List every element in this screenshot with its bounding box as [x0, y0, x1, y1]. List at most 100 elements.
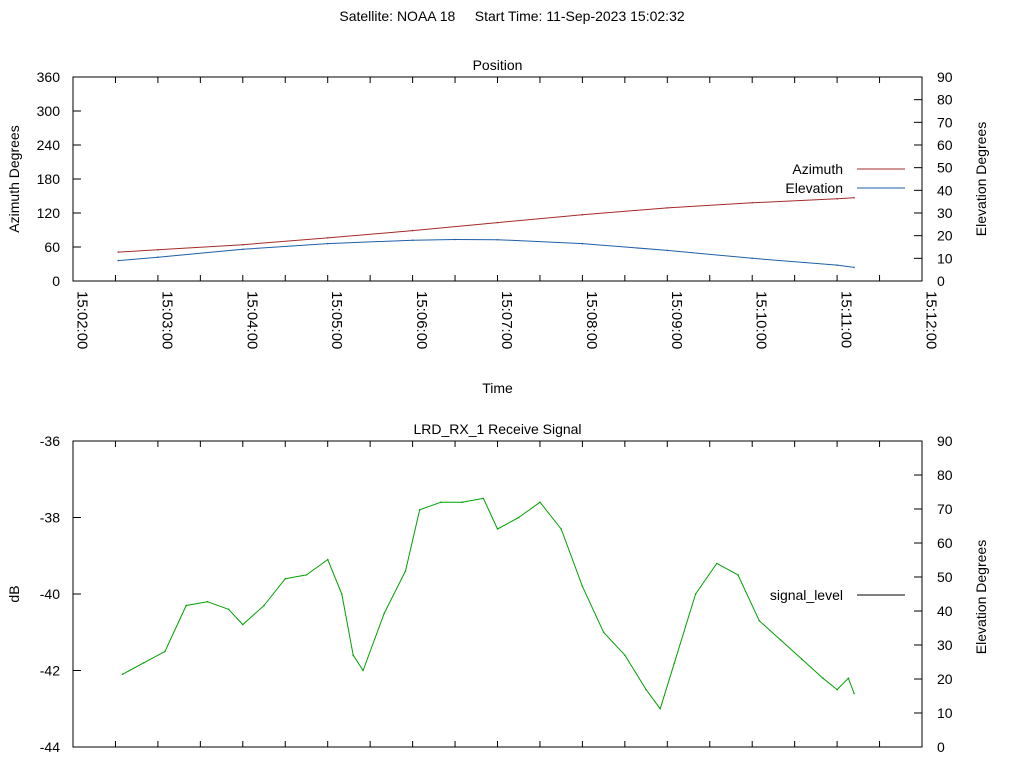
chart2-signal-level-point — [853, 692, 855, 695]
chart1-y-tick-label: 180 — [37, 171, 61, 187]
chart1-x-tick-label: 15:07:00 — [498, 291, 515, 349]
chart2-signal-level-point — [645, 688, 647, 691]
chart1-title: Position — [473, 57, 523, 73]
chart2-y2-tick-label: 0 — [937, 739, 945, 755]
chart2-signal-level-point — [737, 574, 739, 576]
chart2-signal-level-point — [352, 654, 354, 656]
chart1-legend-label: Azimuth — [792, 161, 843, 177]
chart2-signal-level-point — [284, 577, 287, 580]
chart2-y-tick-label: -36 — [40, 433, 60, 449]
chart2-signal-level-point — [461, 501, 463, 504]
chart1-y2-tick-label: 30 — [937, 205, 953, 221]
chart1-y-tick-label: 0 — [52, 273, 60, 289]
chart2-signal-level-point — [383, 612, 386, 614]
chart1-elevation-point — [836, 264, 838, 266]
chart2-y2-tick-label: 60 — [937, 535, 953, 551]
chart2-signal-level-point — [779, 639, 782, 641]
chart1-x-tick-label: 15:12:00 — [923, 291, 940, 349]
figure-heading: Satellite: NOAA 18 Start Time: 11-Sep-20… — [0, 8, 1024, 24]
chart1-azimuth-point — [666, 207, 669, 209]
chart1-elevation-point — [853, 266, 855, 269]
chart1-elevation-point — [496, 238, 499, 241]
chart2-signal-level-point — [581, 585, 584, 588]
chart1-y2-tick-label: 40 — [937, 182, 953, 198]
chart1-elevation-point — [666, 249, 669, 252]
chart1-azimuth-point — [242, 243, 244, 246]
chart1-y-tick-label: 300 — [37, 103, 61, 119]
chart1-elevation-point — [157, 256, 159, 259]
chart1-x-tick-label: 15:02:00 — [74, 291, 91, 349]
satellite-label: Satellite: NOAA 18 — [339, 8, 456, 24]
chart2-signal-level-point — [418, 509, 421, 511]
chart1-y2-axis-label: Elevation Degrees — [973, 122, 989, 236]
chart2-title: LRD_RX_1 Receive Signal — [413, 421, 581, 437]
chart1-elevation-point — [581, 242, 584, 245]
chart1-elevation-point — [242, 248, 244, 251]
chart2-signal-level-point — [847, 677, 850, 679]
chart2-signal-level-point — [716, 562, 718, 565]
chart2-y-tick-label: -44 — [40, 739, 60, 755]
chart2-signal-level-point — [440, 501, 442, 504]
chart2-signal-level-point — [404, 570, 407, 572]
chart1-elevation-point — [454, 238, 456, 241]
chart2-y2-tick-label: 40 — [937, 603, 953, 619]
start-time-label: Start Time: 11-Sep-2023 15:02:32 — [474, 8, 685, 24]
chart1-x-axis-label: Time — [482, 380, 513, 396]
chart2-signal-level-point — [758, 619, 761, 622]
chart2-signal-level-point — [539, 501, 541, 504]
chart1-y2-tick-label: 20 — [937, 228, 953, 244]
chart1-azimuth-point — [411, 229, 414, 232]
chart1-elevation-point — [117, 259, 120, 262]
chart1-x-tick-label: 15:06:00 — [413, 291, 430, 349]
chart2-signal-level-point — [142, 662, 145, 664]
chart2-legend-label: signal_level — [770, 587, 843, 603]
chart1-y-tick-label: 120 — [37, 205, 61, 221]
chart1-x-tick-label: 15:08:00 — [583, 291, 600, 349]
chart1-azimuth-point — [836, 198, 838, 200]
chart1-elevation-point — [326, 242, 329, 245]
chart2-signal-level-point — [482, 497, 485, 500]
chart1-azimuth-point — [496, 221, 499, 224]
chart2-signal-level-point — [624, 654, 626, 656]
chart2-y-axis-label: dB — [6, 585, 22, 602]
chart2-series-signal-level-line — [122, 497, 855, 710]
chart2-signal-level-point — [659, 707, 662, 710]
chart1-y-tick-label: 60 — [44, 239, 60, 255]
chart1-y2-tick-label: 70 — [937, 114, 953, 130]
chart2-signal-level-point — [164, 650, 166, 653]
chart1-y2-tick-label: 10 — [937, 250, 953, 266]
chart2-signal-level-point — [602, 631, 605, 634]
chart1-azimuth-point — [751, 202, 753, 204]
chart1-series-azimuth-line — [118, 197, 855, 253]
chart2-signal-level-point — [496, 528, 499, 530]
chart2-signal-level-point — [263, 604, 265, 607]
chart2-signal-level-point — [822, 677, 824, 679]
chart2-signal-level-point — [227, 608, 230, 611]
chart1-azimuth-point — [581, 213, 584, 216]
chart2-y2-tick-label: 80 — [937, 467, 953, 483]
chart1-x-tick-label: 15:11:00 — [838, 291, 855, 348]
chart1-y2-tick-label: 0 — [937, 273, 945, 289]
chart1-legend-label: Elevation — [785, 180, 843, 196]
chart1-azimuth-point — [853, 196, 855, 199]
chart2-signal-level-point — [341, 593, 343, 595]
chart1-y-tick-label: 360 — [37, 69, 61, 85]
chart1-x-tick-label: 15:05:00 — [328, 291, 345, 349]
chart1-y2-tick-label: 60 — [937, 137, 953, 153]
chart2-signal-level-point — [517, 516, 520, 519]
chart2-signal-level-point — [185, 604, 187, 607]
chart2-y2-tick-label: 20 — [937, 671, 953, 687]
chart1-y2-tick-label: 80 — [937, 92, 953, 108]
chart2-y2-tick-label: 90 — [937, 433, 953, 449]
chart2-signal-level-point — [121, 673, 124, 676]
chart2-signal-level-point — [836, 688, 838, 691]
chart2-y-tick-label: -40 — [40, 586, 60, 602]
chart1-x-tick-label: 15:09:00 — [668, 291, 685, 349]
chart1-plot-frame — [72, 76, 923, 282]
chart2-y-tick-label: -42 — [40, 663, 60, 679]
chart1-elevation-point — [411, 239, 414, 241]
chart1-y-tick-label: 240 — [37, 137, 61, 153]
chart2-y2-tick-label: 70 — [937, 501, 953, 517]
chart1-y-axis-label: Azimuth Degrees — [6, 125, 22, 232]
chart2-signal-level-point — [326, 558, 329, 561]
